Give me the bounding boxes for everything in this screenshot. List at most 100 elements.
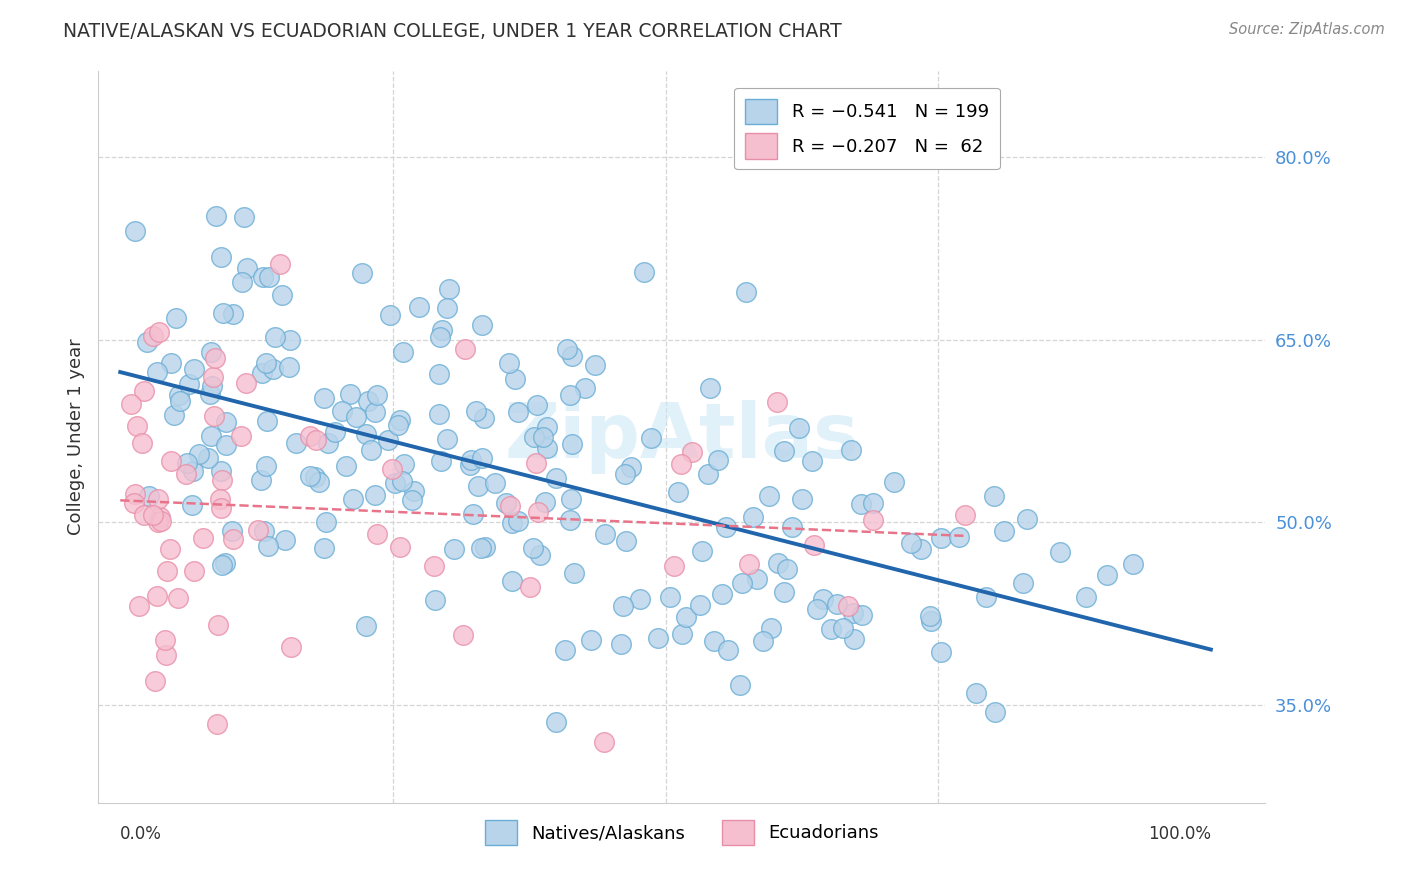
Point [401, 493, 423, 508]
Point [356, 394, 378, 409]
Point [458, 458, 481, 472]
Point [506, 514, 529, 528]
Point [278, 359, 301, 374]
Point [609, 637, 631, 651]
Text: 100.0%: 100.0% [1147, 825, 1211, 843]
Point [536, 419, 558, 434]
Point [256, 414, 278, 428]
Point [304, 470, 326, 484]
Point [202, 409, 225, 423]
Point [425, 593, 447, 607]
Point [561, 437, 583, 451]
Point [948, 530, 970, 544]
Point [254, 459, 277, 474]
Point [354, 427, 377, 442]
Point [156, 564, 179, 578]
Point [191, 531, 214, 545]
Point [122, 496, 145, 510]
Point [132, 384, 155, 399]
Point [211, 473, 233, 487]
Point [205, 717, 228, 731]
Point [183, 361, 205, 376]
Point [776, 562, 799, 576]
Point [920, 609, 942, 624]
Point [429, 330, 451, 344]
Point [247, 523, 270, 537]
Point [460, 452, 482, 467]
Point [135, 335, 157, 350]
Point [506, 405, 529, 419]
Text: Source: ZipAtlas.com: Source: ZipAtlas.com [1229, 22, 1385, 37]
Point [561, 349, 583, 363]
Point [142, 328, 165, 343]
Point [467, 478, 489, 492]
Point [314, 391, 336, 405]
Point [155, 648, 177, 662]
Point [165, 311, 187, 326]
Point [142, 508, 165, 522]
Point [187, 447, 209, 461]
Point [316, 436, 339, 450]
Point [177, 377, 200, 392]
Point [377, 434, 399, 448]
Point [1095, 568, 1118, 582]
Point [772, 444, 794, 458]
Point [381, 462, 404, 476]
Point [201, 378, 224, 392]
Point [197, 451, 219, 466]
Point [526, 456, 548, 470]
Point [160, 454, 183, 468]
Point [231, 429, 253, 443]
Point [134, 508, 156, 522]
Point [174, 467, 197, 481]
Point [443, 541, 465, 556]
Point [526, 505, 548, 519]
Point [965, 686, 987, 700]
Point [806, 602, 828, 616]
Point [664, 559, 686, 574]
Point [344, 410, 367, 425]
Point [204, 351, 226, 365]
Point [214, 556, 236, 570]
Point [257, 540, 280, 554]
Point [583, 359, 606, 373]
Point [669, 457, 692, 471]
Point [534, 494, 557, 508]
Point [167, 388, 190, 402]
Point [562, 566, 585, 581]
Point [536, 442, 558, 456]
Point [342, 492, 364, 507]
Point [160, 356, 183, 370]
Point [209, 464, 232, 478]
Point [278, 333, 301, 347]
Point [953, 508, 976, 522]
Point [437, 283, 460, 297]
Point [280, 640, 302, 654]
Point [423, 558, 446, 573]
Point [782, 519, 804, 533]
Point [703, 633, 725, 648]
Point [747, 572, 769, 586]
Point [862, 496, 884, 510]
Point [498, 356, 520, 370]
Point [613, 467, 636, 481]
Point [378, 308, 401, 322]
Point [146, 515, 169, 529]
Y-axis label: College, Under 1 year: College, Under 1 year [66, 339, 84, 535]
Point [149, 509, 172, 524]
Point [558, 513, 581, 527]
Point [690, 543, 713, 558]
Point [633, 265, 655, 279]
Point [159, 541, 181, 556]
Point [612, 599, 634, 613]
Point [209, 501, 232, 516]
Point [862, 513, 884, 527]
Point [1017, 512, 1039, 526]
Point [1049, 545, 1071, 559]
Point [792, 491, 814, 506]
Point [271, 288, 294, 302]
Point [461, 507, 484, 521]
Point [832, 622, 855, 636]
Point [471, 450, 494, 465]
Point [555, 342, 578, 356]
